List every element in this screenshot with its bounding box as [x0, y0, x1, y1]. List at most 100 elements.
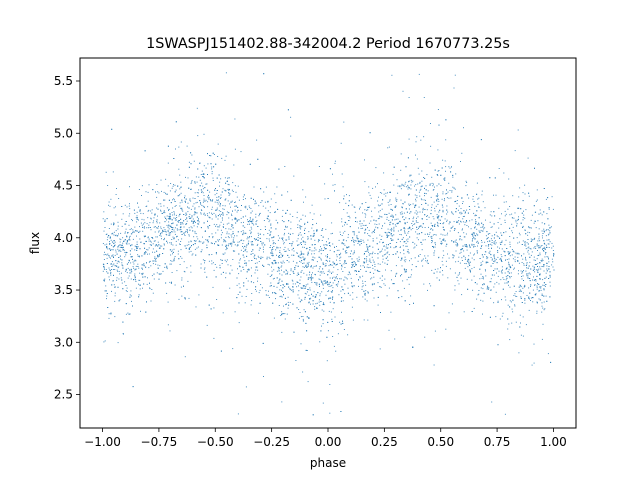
- data-point: [495, 194, 497, 196]
- data-point: [325, 228, 327, 230]
- data-point: [173, 212, 175, 214]
- data-point: [116, 265, 118, 267]
- data-point: [145, 251, 147, 253]
- data-point: [347, 216, 349, 217]
- data-point: [137, 255, 139, 257]
- data-point: [478, 207, 480, 208]
- data-point: [551, 247, 553, 249]
- data-point: [119, 244, 121, 246]
- data-point: [393, 166, 395, 168]
- data-point: [494, 283, 496, 285]
- data-point: [281, 194, 283, 196]
- data-point: [527, 273, 529, 275]
- data-point: [372, 251, 374, 253]
- data-point: [389, 229, 391, 231]
- data-point: [430, 222, 432, 224]
- data-point: [464, 221, 466, 223]
- data-point: [504, 413, 506, 415]
- data-point: [200, 213, 202, 215]
- data-point: [378, 196, 379, 198]
- data-point: [548, 233, 550, 235]
- data-point: [434, 226, 436, 227]
- data-point: [466, 221, 468, 223]
- data-point: [302, 189, 304, 191]
- data-point: [156, 272, 158, 274]
- data-point: [395, 265, 397, 267]
- data-point: [120, 258, 121, 260]
- data-point: [390, 209, 392, 211]
- data-point: [468, 197, 470, 199]
- data-point: [470, 271, 471, 273]
- data-point: [399, 185, 400, 187]
- data-point: [339, 202, 341, 204]
- data-point: [318, 278, 320, 280]
- data-point: [154, 260, 156, 262]
- data-point: [303, 253, 305, 255]
- data-point: [432, 216, 434, 218]
- data-point: [533, 256, 535, 258]
- data-point: [365, 258, 367, 260]
- data-point: [526, 262, 528, 264]
- data-point: [214, 194, 216, 196]
- data-point: [282, 260, 284, 262]
- data-point: [215, 214, 217, 216]
- data-point: [341, 286, 343, 288]
- data-point: [111, 255, 113, 257]
- data-point: [437, 216, 439, 218]
- data-point: [421, 232, 423, 234]
- data-point: [184, 356, 186, 358]
- data-point: [407, 184, 409, 186]
- data-point: [361, 203, 363, 205]
- data-point: [106, 298, 107, 300]
- data-point: [136, 235, 137, 237]
- data-point: [279, 289, 281, 291]
- data-point: [390, 233, 392, 234]
- data-point: [194, 182, 196, 184]
- data-point: [461, 239, 463, 241]
- data-point: [520, 285, 522, 287]
- data-point: [338, 239, 340, 241]
- data-point: [400, 169, 402, 171]
- data-point: [197, 246, 199, 248]
- data-point: [149, 287, 151, 289]
- data-point: [477, 240, 479, 242]
- data-point: [271, 237, 273, 239]
- data-point: [370, 278, 372, 280]
- data-point: [108, 201, 110, 203]
- data-point: [340, 234, 341, 235]
- data-point: [417, 211, 419, 213]
- data-point: [170, 218, 172, 220]
- data-point: [466, 182, 468, 183]
- data-point: [501, 299, 502, 301]
- data-point: [341, 311, 342, 313]
- data-point: [406, 245, 408, 247]
- data-point: [104, 244, 106, 246]
- data-point: [493, 302, 495, 304]
- data-point: [221, 232, 223, 234]
- data-point: [208, 254, 210, 256]
- data-point: [342, 225, 344, 227]
- data-point: [124, 239, 126, 241]
- data-point: [207, 225, 209, 227]
- data-point: [535, 279, 536, 281]
- data-point: [255, 266, 257, 268]
- data-point: [159, 273, 161, 275]
- data-point: [530, 300, 531, 301]
- data-point: [232, 348, 234, 350]
- data-point: [118, 261, 120, 263]
- data-point: [153, 240, 155, 242]
- data-point: [111, 266, 113, 267]
- data-point: [190, 240, 192, 242]
- data-point: [247, 243, 249, 245]
- data-point: [343, 195, 345, 197]
- data-point: [457, 274, 459, 276]
- data-point: [493, 211, 495, 213]
- data-point: [454, 188, 456, 190]
- data-point: [106, 218, 108, 220]
- data-point: [166, 219, 167, 221]
- data-point: [314, 244, 316, 245]
- data-point: [173, 257, 175, 259]
- data-point: [477, 294, 479, 296]
- data-point: [386, 247, 388, 249]
- data-point: [331, 272, 332, 274]
